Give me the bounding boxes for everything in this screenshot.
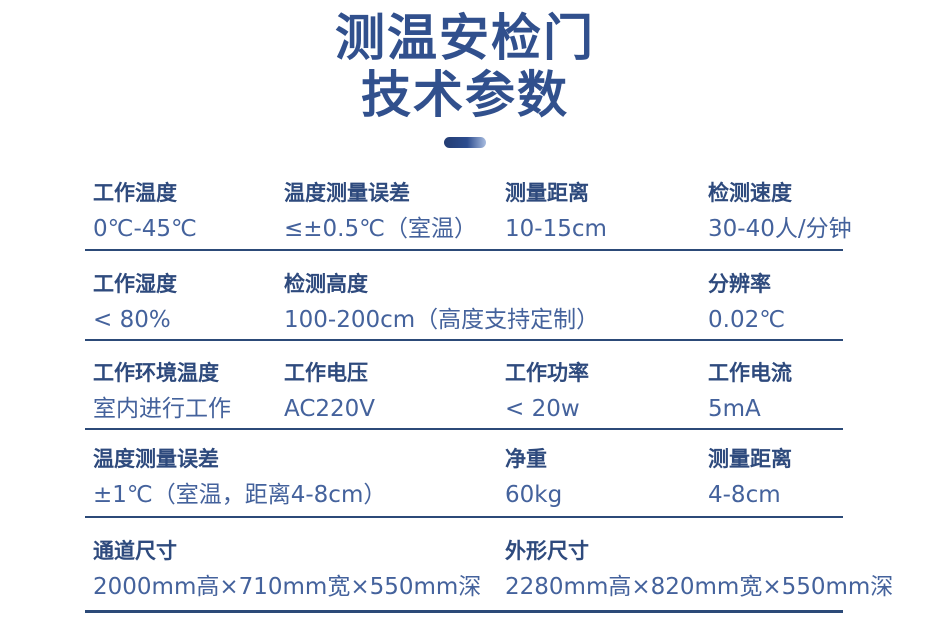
spec-label: 温度测量误差 — [284, 181, 410, 205]
spec-label: 检测速度 — [708, 181, 792, 205]
spec-label: 通道尺寸 — [93, 539, 177, 563]
page-title-line1: 测温安检门 — [335, 9, 595, 67]
spec-cell-working-temperature: 工作温度 0℃-45℃ — [85, 172, 276, 249]
spec-label: 工作环境温度 — [93, 361, 219, 385]
spec-value: 4-8cm — [708, 482, 781, 508]
spec-cell-overall-size: 外形尺寸 2280mm高×820mm宽×550mm深 — [497, 518, 894, 610]
spec-label: 测量距离 — [505, 181, 589, 205]
spec-label: 净重 — [505, 447, 547, 471]
spec-value: 30-40人/分钟 — [708, 216, 852, 242]
spec-cell-net-weight: 净重 60kg — [497, 430, 700, 516]
spec-label: 工作功率 — [505, 361, 589, 385]
spec-cell-working-humidity: 工作湿度 < 80% — [85, 251, 276, 339]
spec-cell-channel-size: 通道尺寸 2000mm高×710mm宽×550mm深 — [85, 518, 497, 610]
page-title: 测温安检门 技术参数 — [0, 10, 930, 124]
spec-label: 工作电流 — [708, 361, 792, 385]
spec-value: 2000mm高×710mm宽×550mm深 — [93, 574, 482, 600]
spec-label: 温度测量误差 — [93, 447, 219, 471]
spec-label: 工作电压 — [284, 361, 368, 385]
spec-value: 室内进行工作 — [93, 396, 231, 422]
spec-value: 2280mm高×820mm宽×550mm深 — [505, 574, 894, 600]
spec-value: 10-15cm — [505, 216, 607, 242]
spec-cell-temp-measure-error: 温度测量误差 ≤±0.5℃（室温） — [276, 172, 497, 249]
spec-table: 工作温度 0℃-45℃ 温度测量误差 ≤±0.5℃（室温） 测量距离 10-15… — [85, 172, 894, 613]
spec-label: 分辨率 — [708, 272, 771, 296]
header: 测温安检门 技术参数 — [0, 0, 930, 148]
spec-value: AC220V — [284, 396, 376, 422]
spec-cell-measure-distance: 测量距离 10-15cm — [497, 172, 700, 249]
spec-cell-working-current: 工作电流 5mA — [700, 341, 843, 428]
spec-label: 工作湿度 — [93, 272, 177, 296]
spec-value: ±1℃（室温，距离4-8cm） — [93, 482, 387, 508]
spec-label: 工作温度 — [93, 181, 177, 205]
spec-cell-working-environment: 工作环境温度 室内进行工作 — [85, 341, 276, 428]
spec-cell-working-power: 工作功率 < 20w — [497, 341, 700, 428]
divider-dash — [444, 137, 486, 148]
spec-value: < 20w — [505, 396, 580, 422]
spec-row-2: 工作湿度 < 80% 检测高度 100-200cm（高度支持定制） 分辨率 0.… — [85, 251, 843, 341]
spec-value: 0.02℃ — [708, 307, 786, 333]
spec-value: 60kg — [505, 482, 563, 508]
spec-value: 100-200cm（高度支持定制） — [284, 307, 600, 333]
spec-cell-temp-measure-error-2: 温度测量误差 ±1℃（室温，距离4-8cm） — [85, 430, 497, 516]
spec-cell-resolution: 分辨率 0.02℃ — [700, 251, 843, 339]
spec-value: < 80% — [93, 307, 171, 333]
spec-value: 5mA — [708, 396, 761, 422]
spec-row-3: 工作环境温度 室内进行工作 工作电压 AC220V 工作功率 < 20w 工作电… — [85, 341, 843, 430]
spec-cell-detection-height: 检测高度 100-200cm（高度支持定制） — [276, 251, 700, 339]
spec-value: ≤±0.5℃（室温） — [284, 216, 477, 242]
spec-label: 测量距离 — [708, 447, 792, 471]
spec-row-5: 通道尺寸 2000mm高×710mm宽×550mm深 外形尺寸 2280mm高×… — [85, 518, 894, 613]
page-title-line2: 技术参数 — [361, 66, 569, 124]
spec-cell-measure-distance-2: 测量距离 4-8cm — [700, 430, 843, 516]
spec-row-4: 温度测量误差 ±1℃（室温，距离4-8cm） 净重 60kg 测量距离 4-8c… — [85, 430, 843, 518]
spec-label: 检测高度 — [284, 272, 368, 296]
spec-row-1: 工作温度 0℃-45℃ 温度测量误差 ≤±0.5℃（室温） 测量距离 10-15… — [85, 172, 852, 251]
spec-cell-detection-speed: 检测速度 30-40人/分钟 — [700, 172, 852, 249]
spec-cell-working-voltage: 工作电压 AC220V — [276, 341, 497, 428]
spec-value: 0℃-45℃ — [93, 216, 197, 242]
spec-label: 外形尺寸 — [505, 539, 589, 563]
